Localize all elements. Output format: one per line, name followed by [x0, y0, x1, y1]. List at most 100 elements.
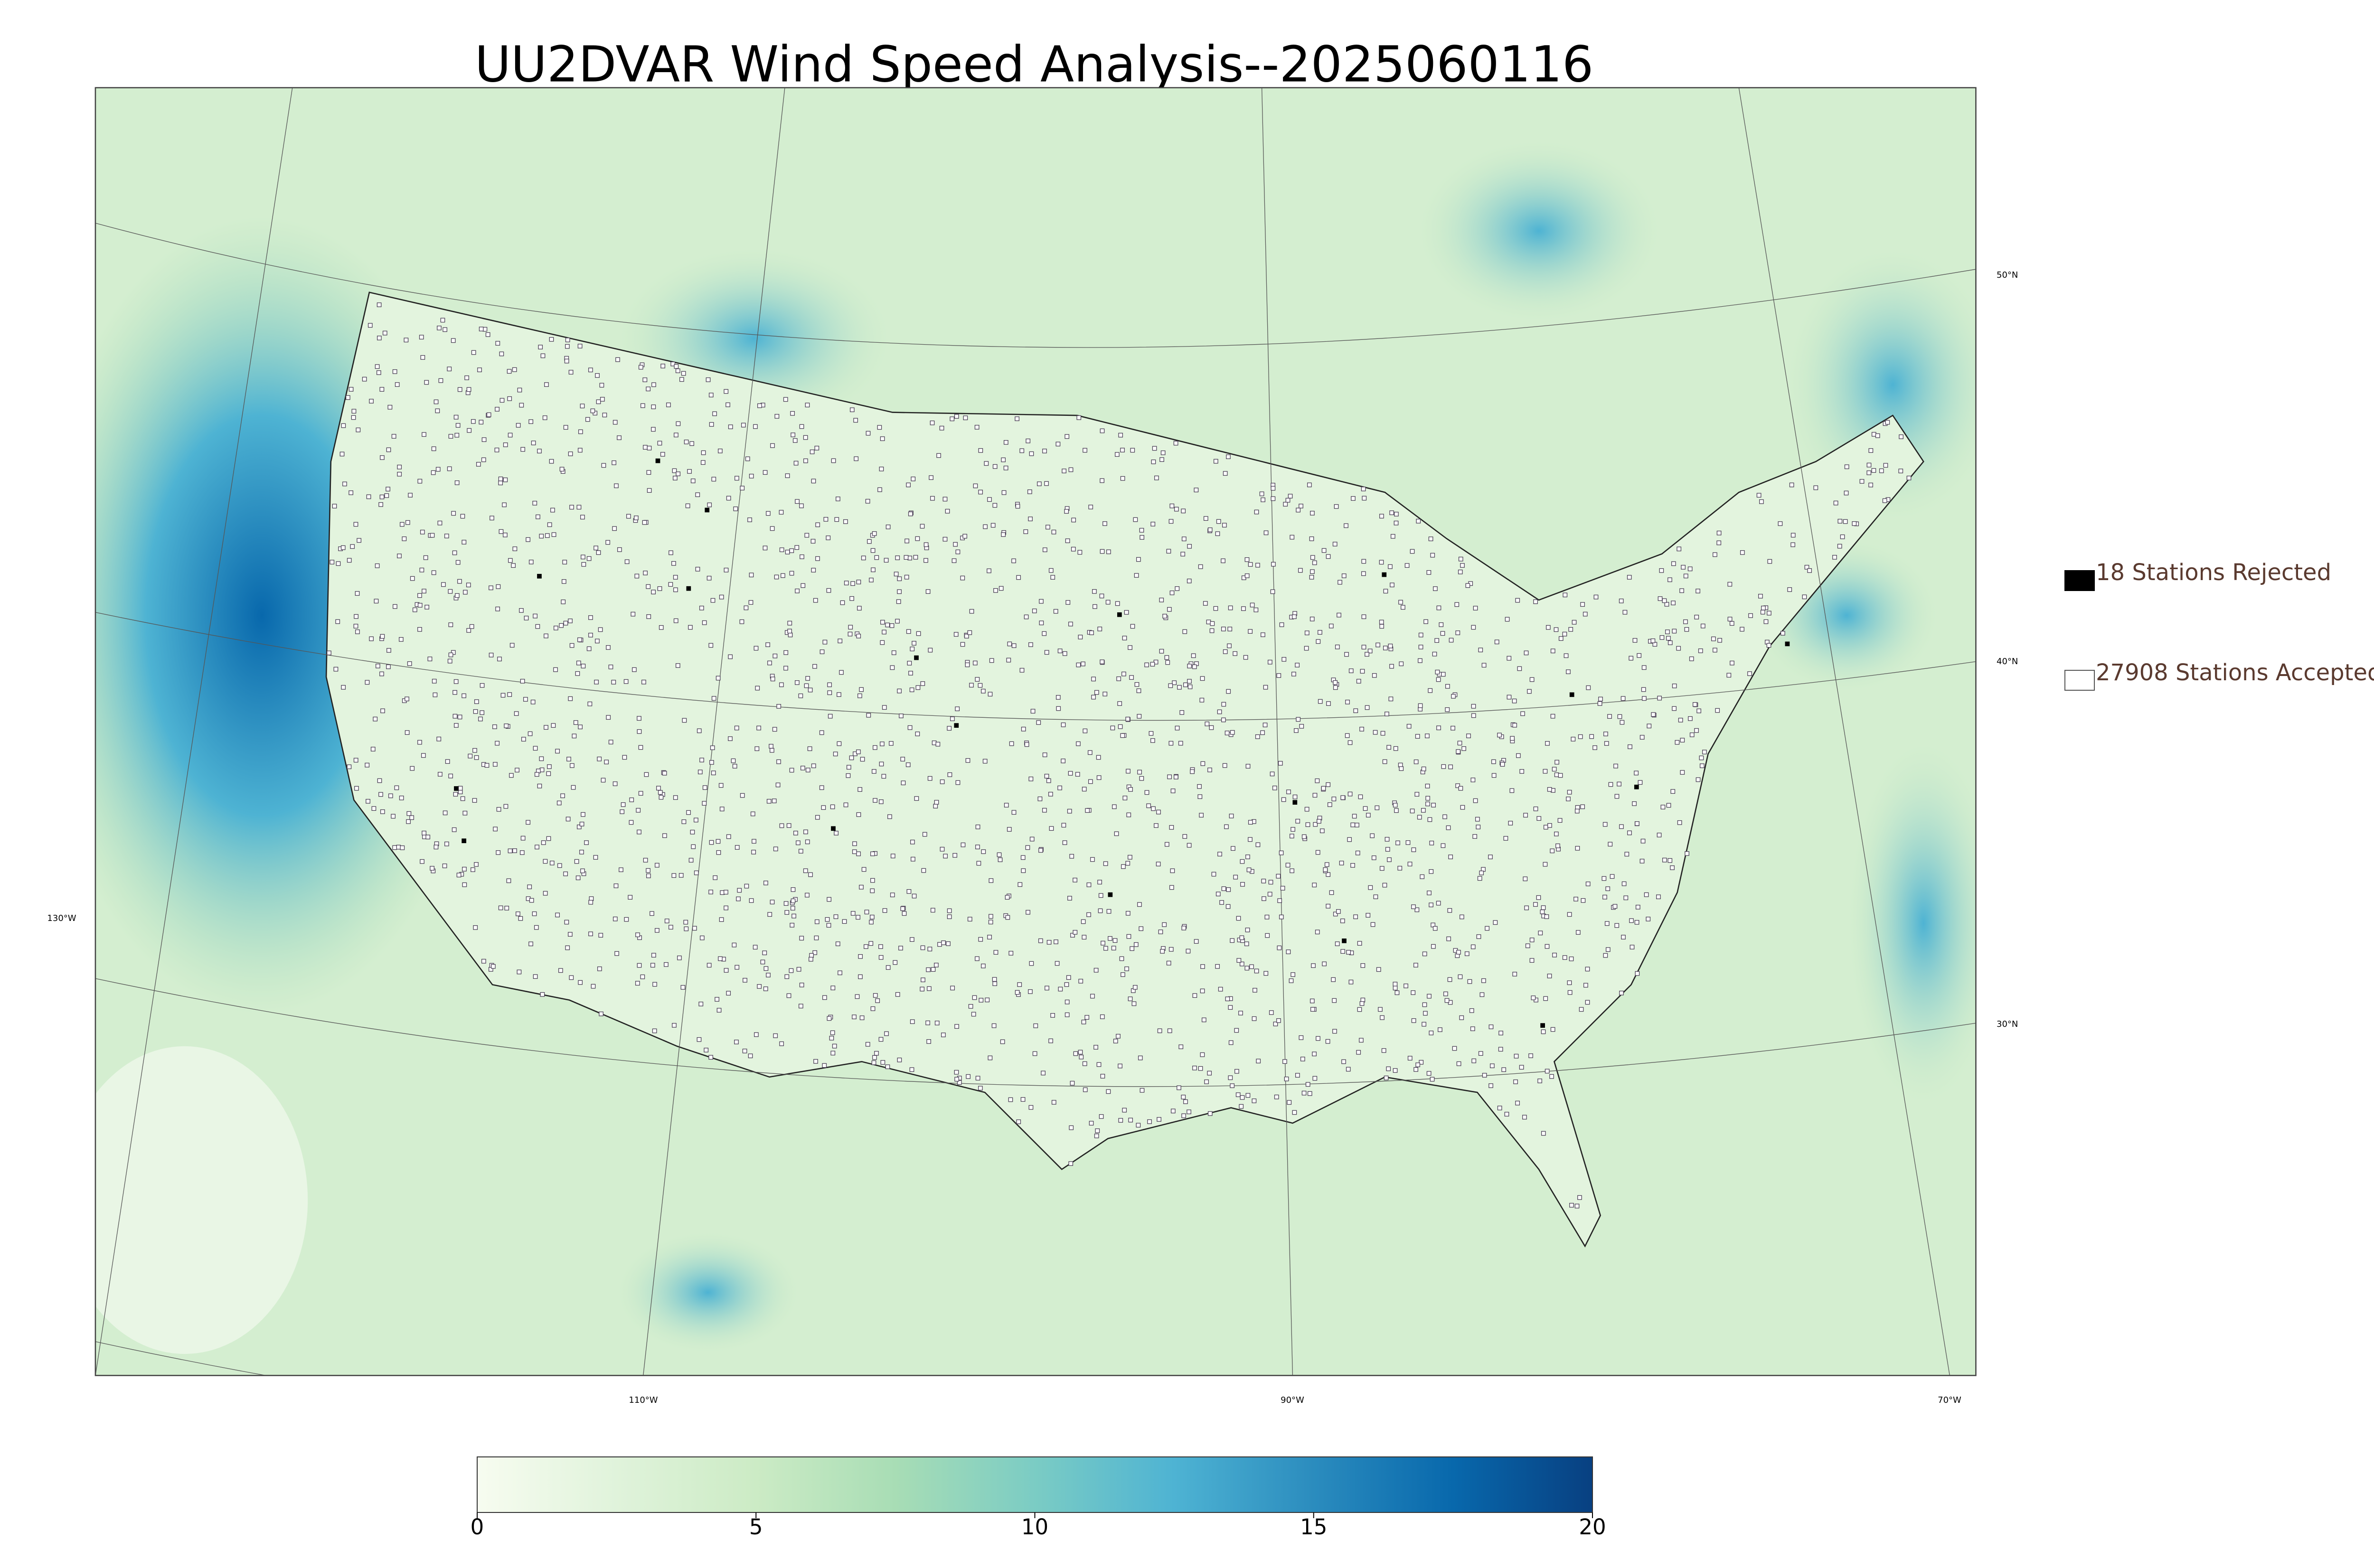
station — [1328, 623, 1334, 629]
station — [880, 436, 885, 441]
station — [1617, 781, 1621, 787]
station — [441, 582, 446, 587]
station — [880, 742, 885, 746]
station — [961, 842, 966, 847]
station — [960, 642, 965, 647]
station — [1038, 848, 1043, 853]
station — [879, 761, 884, 767]
station — [776, 704, 782, 709]
station — [1657, 695, 1662, 701]
station — [1150, 522, 1156, 526]
station — [516, 911, 520, 916]
station — [1906, 476, 1912, 480]
station — [1659, 568, 1664, 573]
station — [1244, 573, 1250, 578]
station — [1598, 696, 1603, 702]
station — [1151, 459, 1156, 464]
station — [1362, 496, 1367, 501]
station — [691, 844, 696, 849]
station — [1585, 1000, 1590, 1005]
station — [1340, 949, 1346, 954]
station-rejected — [1569, 692, 1574, 697]
station — [728, 424, 733, 430]
station — [1813, 485, 1818, 490]
station — [967, 630, 972, 635]
station — [1005, 895, 1010, 900]
station — [1476, 825, 1481, 829]
station — [751, 850, 756, 854]
station — [1729, 621, 1734, 626]
station — [1017, 982, 1022, 987]
station — [451, 511, 456, 516]
station — [1122, 796, 1128, 800]
station — [1082, 787, 1087, 792]
station — [380, 634, 385, 639]
station — [733, 506, 738, 511]
station — [708, 1055, 713, 1060]
station — [1159, 597, 1164, 602]
station — [1471, 713, 1476, 718]
station — [518, 916, 523, 921]
station — [874, 1051, 879, 1056]
station — [874, 555, 879, 560]
station — [1032, 1051, 1037, 1056]
station — [910, 937, 914, 942]
station — [790, 411, 795, 416]
station — [422, 589, 426, 593]
station — [1716, 540, 1722, 545]
station — [1089, 630, 1094, 635]
station — [897, 589, 902, 594]
stations — [327, 302, 1912, 1209]
station — [646, 614, 651, 619]
station — [658, 790, 663, 795]
station — [1200, 761, 1206, 766]
station — [397, 464, 402, 469]
station — [560, 793, 565, 798]
station — [1167, 774, 1172, 779]
station — [708, 643, 714, 648]
station — [1023, 529, 1028, 534]
station — [1427, 817, 1432, 822]
station — [1585, 967, 1590, 972]
station — [719, 807, 725, 812]
station — [1427, 994, 1432, 999]
station — [856, 812, 861, 817]
station — [638, 791, 643, 796]
station — [679, 377, 684, 382]
station — [1536, 816, 1542, 821]
station — [773, 1033, 778, 1038]
station — [965, 662, 970, 667]
station — [544, 725, 548, 730]
station — [1078, 1050, 1083, 1055]
station — [1554, 831, 1559, 836]
station — [981, 849, 986, 854]
station — [748, 600, 754, 605]
station — [1288, 494, 1293, 498]
station — [655, 928, 659, 933]
station — [889, 623, 895, 628]
station — [865, 498, 870, 504]
station — [791, 887, 796, 892]
station — [1131, 1001, 1137, 1006]
station — [407, 661, 412, 666]
lon-label: 70°W — [1938, 1395, 1961, 1405]
station — [578, 724, 583, 730]
station — [431, 570, 436, 575]
station — [624, 917, 629, 922]
station — [1061, 722, 1066, 727]
station — [673, 587, 678, 592]
station — [596, 550, 601, 555]
station — [1062, 651, 1067, 656]
station — [1114, 831, 1119, 836]
station — [369, 399, 374, 404]
station — [1567, 990, 1573, 995]
station — [1473, 606, 1478, 610]
station — [934, 963, 939, 967]
station — [1564, 653, 1569, 658]
station — [799, 983, 804, 987]
colorbar: 0 5 10 15 20 — [471, 1456, 1606, 1540]
station — [969, 609, 974, 614]
station — [1234, 1069, 1239, 1074]
station — [873, 798, 877, 803]
station — [856, 633, 861, 638]
